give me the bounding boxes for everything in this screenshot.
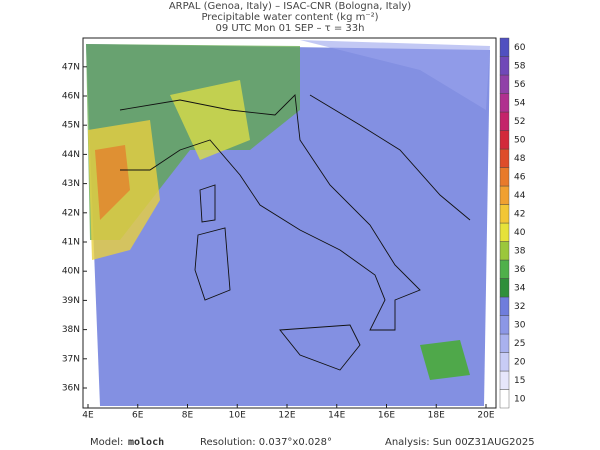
colorbar-swatch bbox=[499, 352, 510, 372]
colorbar-swatch bbox=[499, 241, 510, 261]
colorbar-label: 38 bbox=[514, 246, 526, 256]
header-line: ARPAL (Genoa, Italy) – ISAC-CNR (Bologna… bbox=[169, 1, 411, 12]
lat-label: 40N bbox=[62, 267, 80, 277]
colorbar-swatch bbox=[499, 389, 510, 409]
colorbar-swatch bbox=[499, 370, 510, 390]
field-orange bbox=[95, 145, 130, 220]
colorbar-swatch bbox=[499, 333, 510, 353]
lon-label: 10E bbox=[229, 411, 246, 421]
colorbar-swatch bbox=[499, 185, 510, 205]
colorbar-label: 58 bbox=[514, 61, 526, 71]
lon-label: 18E bbox=[428, 411, 445, 421]
lat-label: 39N bbox=[62, 296, 80, 306]
colorbar-swatch bbox=[499, 222, 510, 242]
lat-label: 37N bbox=[62, 354, 80, 364]
lon-label: 12E bbox=[278, 411, 295, 421]
lat-label: 47N bbox=[62, 62, 80, 72]
colorbar-swatch bbox=[499, 130, 510, 150]
colorbar-label: 52 bbox=[514, 117, 525, 127]
field-light bbox=[300, 40, 490, 110]
header-line: Precipitable water content (kg m⁻²) bbox=[201, 12, 378, 23]
lat-label: 41N bbox=[62, 238, 80, 248]
colorbar-swatch bbox=[499, 56, 510, 76]
coastline bbox=[119, 94, 421, 331]
colorbar-swatch bbox=[499, 315, 510, 335]
colorbar-label: 36 bbox=[514, 265, 526, 275]
lon-label: 14E bbox=[328, 411, 345, 421]
field-yellow bbox=[170, 80, 250, 160]
colorbar-label: 48 bbox=[514, 154, 526, 164]
lat-label: 42N bbox=[62, 208, 80, 218]
lat-label: 38N bbox=[62, 325, 80, 335]
colorbar-label: 56 bbox=[514, 80, 526, 90]
colorbar-swatch bbox=[499, 278, 510, 298]
colorbar-label: 25 bbox=[514, 339, 525, 349]
footer-text: Resolution: 0.037°x0.028° bbox=[200, 437, 332, 448]
colorbar-label: 44 bbox=[514, 191, 526, 201]
colorbar-swatch bbox=[499, 259, 510, 279]
lon-label: 6E bbox=[132, 411, 144, 421]
colorbar-label: 42 bbox=[514, 209, 525, 219]
lat-label: 36N bbox=[62, 384, 80, 394]
colorbar-label: 20 bbox=[514, 357, 526, 367]
lon-label: 20E bbox=[477, 411, 494, 421]
footer-text: Model: bbox=[90, 437, 123, 448]
colorbar-label: 50 bbox=[514, 135, 526, 145]
colorbar-swatch bbox=[499, 93, 510, 113]
colorbar-label: 40 bbox=[514, 228, 526, 238]
colorbar-swatch bbox=[499, 148, 510, 168]
lat-label: 44N bbox=[62, 150, 80, 160]
colorbar-swatch bbox=[499, 37, 510, 57]
islands bbox=[194, 184, 361, 371]
colorbar-label: 15 bbox=[514, 376, 525, 386]
colorbar-label: 46 bbox=[514, 172, 526, 182]
colorbar-swatch bbox=[499, 111, 510, 131]
header-line: 09 UTC Mon 01 SEP – τ = 33h bbox=[216, 23, 365, 34]
footer-text: Analysis: Sun 00Z31AUG2025 bbox=[385, 437, 535, 448]
colorbar-swatch bbox=[499, 204, 510, 224]
colorbar-label: 60 bbox=[514, 43, 526, 53]
footer-model: moloch bbox=[128, 437, 164, 448]
colorbar-label: 10 bbox=[514, 394, 526, 404]
colorbar-label: 54 bbox=[514, 98, 526, 108]
field-green bbox=[420, 340, 470, 380]
lon-label: 8E bbox=[182, 411, 194, 421]
coastline bbox=[309, 94, 471, 221]
lat-label: 43N bbox=[62, 179, 80, 189]
colorbar-swatch bbox=[499, 296, 510, 316]
colorbar-swatch bbox=[499, 74, 510, 94]
lon-label: 16E bbox=[378, 411, 395, 421]
lat-label: 46N bbox=[62, 92, 80, 102]
lon-label: 4E bbox=[82, 411, 94, 421]
colorbar-swatch bbox=[499, 167, 510, 187]
colorbar-label: 32 bbox=[514, 302, 525, 312]
lat-label: 45N bbox=[62, 121, 80, 131]
colorbar-label: 34 bbox=[514, 283, 526, 293]
colorbar-label: 30 bbox=[514, 320, 526, 330]
